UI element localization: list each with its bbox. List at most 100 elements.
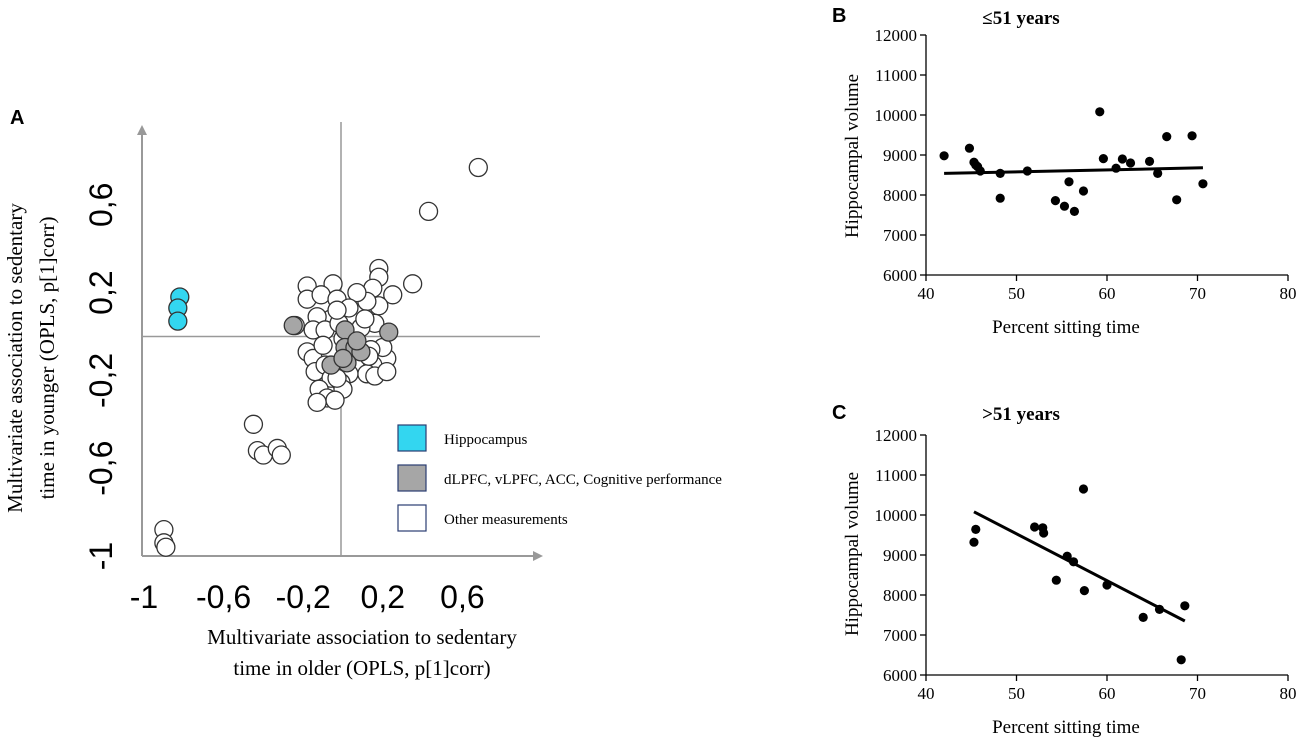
legend-swatch-other: [397, 504, 427, 532]
data-point-a: [468, 157, 488, 178]
y-axis-title-a-line1: Multivariate association to sedentary: [3, 203, 27, 513]
y-tick-label-b: 6000: [883, 266, 917, 285]
data-point-a: [402, 274, 423, 294]
data-point-a: [156, 537, 176, 557]
data-point-c: [969, 537, 979, 547]
x-axis-title-a-line2: time in older (OPLS, p[1]corr): [233, 656, 490, 680]
data-point-a: [347, 282, 367, 303]
y-tick-label-a: -1: [83, 542, 119, 570]
x-tick-label-c: 50: [1008, 684, 1025, 703]
data-point-b: [1064, 177, 1074, 187]
data-point-b: [995, 193, 1005, 203]
data-point-a: [243, 414, 264, 434]
y-tick-label-b: 7000: [883, 226, 917, 245]
x-tick-label-c: 40: [918, 684, 935, 703]
legend-label-hippocampus: Hippocampus: [444, 432, 527, 448]
fit-line-c: [973, 510, 1186, 623]
data-point-a: [168, 311, 188, 331]
data-point-b: [1144, 156, 1155, 166]
x-tick-label-b: 80: [1280, 284, 1297, 303]
panel-label-c: C: [832, 402, 846, 424]
data-point-b: [964, 143, 975, 153]
x-tick-label-a: 0,2: [361, 579, 405, 615]
y-tick-label-c: 8000: [883, 586, 917, 605]
data-point-b: [1098, 154, 1108, 164]
y-axis-title-c: Hippocampal volume: [842, 472, 863, 636]
y-tick-label-c: 10000: [875, 506, 918, 525]
x-tick-label-b: 40: [918, 284, 935, 303]
data-point-a: [379, 322, 399, 342]
x-tick-label-a: -0,6: [196, 579, 251, 615]
x-tick-label-b: 50: [1008, 284, 1025, 303]
legend-a: Hippocampus dLPFC, vLPFC, ACC, Cognitive…: [397, 424, 722, 532]
y-tick-label-b: 8000: [883, 186, 917, 205]
data-point-b: [1125, 158, 1136, 168]
chart-title-b: ≤51 years: [982, 8, 1059, 29]
y-tick-label-b: 10000: [875, 106, 918, 125]
data-point-c: [1180, 601, 1190, 611]
data-point-b: [1050, 196, 1061, 206]
data-point-c: [1078, 484, 1089, 494]
data-point-b: [1187, 131, 1197, 141]
data-point-c: [1079, 586, 1089, 596]
data-point-a: [355, 309, 375, 329]
data-point-a: [333, 348, 353, 369]
data-point-a: [311, 285, 331, 305]
y-tick-label-b: 9000: [883, 146, 917, 165]
x-axis-title-b: Percent sitting time: [992, 317, 1140, 338]
y-tick-label-c: 11000: [875, 466, 917, 485]
data-point-b: [1095, 107, 1105, 117]
data-point-b: [1117, 154, 1127, 164]
data-point-a: [383, 285, 403, 305]
x-tick-label-c: 60: [1099, 684, 1116, 703]
fit-line-b: [944, 166, 1203, 175]
data-point-b: [1153, 168, 1163, 178]
panel-c: C >51 years Percent sitting time Hippoca…: [832, 402, 1297, 738]
data-point-a: [271, 445, 291, 465]
x-tick-label-a: -1: [130, 579, 158, 615]
legend-swatch-hippocampus: [397, 424, 427, 452]
x-tick-label-a: -0,2: [276, 579, 331, 615]
data-point-c: [1030, 522, 1040, 532]
data-point-b: [1078, 186, 1089, 196]
data-point-c: [1138, 612, 1148, 623]
y-tick-label-c: 6000: [883, 666, 917, 685]
y-axis-title-b: Hippocampal volume: [842, 74, 863, 238]
chart-title-c: >51 years: [982, 404, 1060, 425]
y-tick-label-c: 12000: [875, 426, 918, 445]
data-point-a: [313, 335, 333, 355]
legend-label-cortical: dLPFC, vLPFC, ACC, Cognitive performance: [444, 472, 722, 488]
y-tick-label-a: 0,2: [83, 270, 119, 314]
y-tick-label-b: 11000: [875, 66, 917, 85]
data-point-b: [1162, 132, 1172, 142]
x-tick-label-a: 0,6: [440, 579, 484, 615]
data-point-a: [347, 331, 367, 351]
data-point-c: [1039, 528, 1049, 538]
data-point-a: [325, 390, 345, 410]
data-point-b: [1198, 179, 1208, 189]
data-point-a: [418, 201, 439, 222]
data-point-a: [377, 361, 397, 382]
data-point-a: [283, 315, 303, 336]
data-point-c: [1051, 575, 1061, 585]
panel-label-b: B: [832, 5, 846, 27]
y-tick-label-b: 12000: [875, 26, 918, 45]
x-axis-title-c: Percent sitting time: [992, 717, 1140, 738]
data-point-b: [1172, 195, 1182, 205]
y-axis-title-a-line2: time in younger (OPLS, p[1]corr): [35, 217, 59, 500]
y-tick-label-a: -0,6: [83, 441, 119, 496]
data-point-b: [939, 151, 949, 161]
x-tick-label-c: 70: [1189, 684, 1206, 703]
x-axis-title-a-line1: Multivariate association to sedentary: [207, 625, 517, 649]
data-point-c: [1176, 655, 1186, 665]
panel-label-a: A: [10, 107, 24, 129]
data-point-b: [1069, 206, 1080, 216]
x-tick-label-b: 60: [1099, 284, 1116, 303]
legend-label-other: Other measurements: [444, 512, 568, 528]
data-point-a: [307, 392, 327, 413]
panel-b: B ≤51 years Percent sitting time Hippoca…: [832, 5, 1297, 338]
panel-a: A Hippocampus dLPFC, vLPFC, ACC, Cogniti…: [3, 107, 722, 680]
y-tick-label-c: 9000: [883, 546, 917, 565]
y-tick-label-a: -0,2: [83, 353, 119, 408]
